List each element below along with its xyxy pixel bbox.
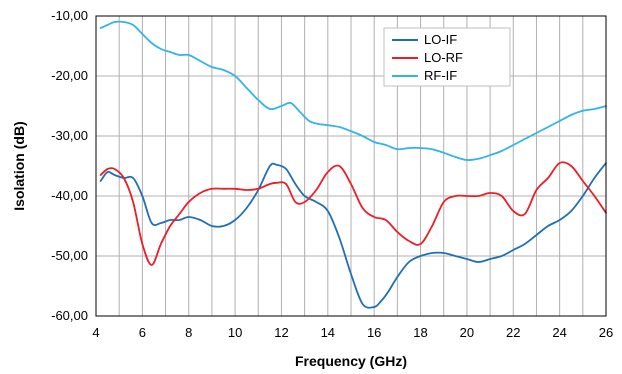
y-tick-labels: -10,00 -20,00 -30,00 -40,00 -50,00 -60,00: [51, 8, 88, 323]
x-tick-label: 20: [460, 325, 474, 340]
x-tick-label: 16: [367, 325, 381, 340]
y-tick-label: -50,00: [51, 248, 88, 263]
x-tick-label: 8: [185, 325, 192, 340]
x-tick-label: 14: [321, 325, 335, 340]
x-tick-label: 18: [413, 325, 427, 340]
legend: LO-IF LO-RF RF-IF: [383, 27, 511, 87]
x-tick-label: 26: [599, 325, 613, 340]
series-line-lo-if: [99, 162, 607, 309]
x-tick-label: 12: [274, 325, 288, 340]
x-tick-labels: 4 6 8 10 12 14 16 18 20 22 24 26: [92, 325, 613, 340]
x-tick-label: 22: [506, 325, 520, 340]
y-tick-label: -40,00: [51, 188, 88, 203]
legend-label-rf-if: RF-IF: [424, 68, 457, 83]
x-tick-label: 6: [139, 325, 146, 340]
x-tick-label: 24: [552, 325, 566, 340]
y-tick-label: -10,00: [51, 8, 88, 23]
y-tick-label: -30,00: [51, 128, 88, 143]
y-tick-label: -60,00: [51, 308, 88, 323]
legend-label-lo-if: LO-IF: [424, 32, 457, 47]
series-layer: [99, 20, 607, 309]
y-tick-label: -20,00: [51, 68, 88, 83]
x-axis-title: Frequency (GHz): [295, 353, 407, 369]
series-line-rf-if: [99, 20, 607, 161]
grid-lines: [96, 16, 606, 316]
y-axis-title: Isolation (dB): [11, 121, 27, 210]
x-tick-label: 4: [92, 325, 99, 340]
legend-label-lo-rf: LO-RF: [424, 50, 463, 65]
series-line-lo-rf: [99, 161, 607, 266]
plot-border: [95, 15, 607, 317]
x-tick-label: 10: [228, 325, 242, 340]
